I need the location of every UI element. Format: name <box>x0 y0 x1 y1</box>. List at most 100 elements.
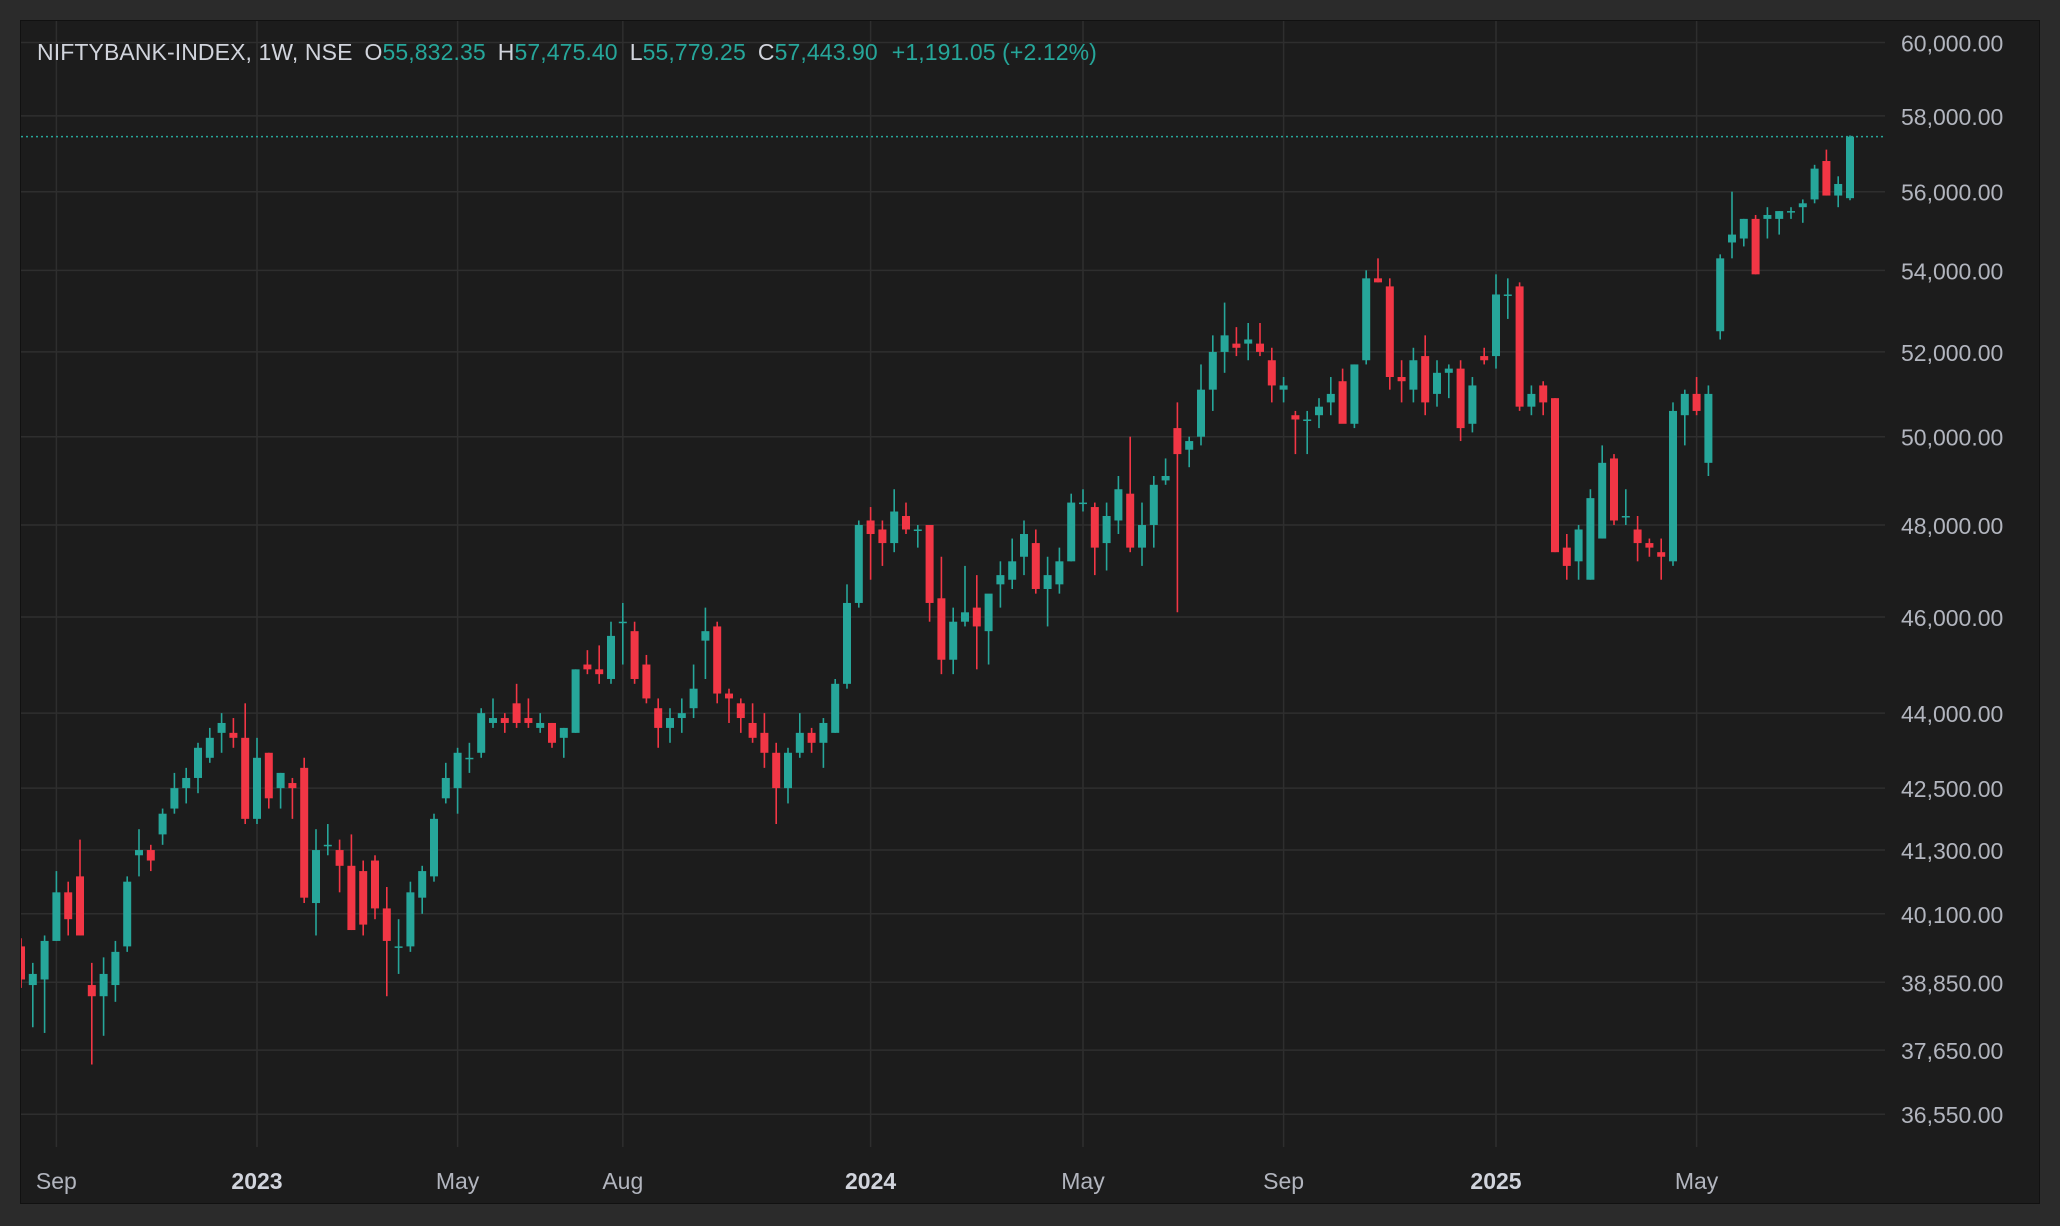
candle <box>500 713 509 733</box>
legend-open-label: O <box>364 39 383 65</box>
candle-body <box>477 713 486 753</box>
candle-body <box>382 908 391 941</box>
candle-body <box>1185 441 1194 450</box>
candle <box>205 727 214 763</box>
price-axis-label: 60,000.00 <box>1901 31 2003 57</box>
candle <box>524 698 533 728</box>
candle-body <box>87 985 96 997</box>
price-axis-label: 42,500.00 <box>1901 776 2003 802</box>
candle-body <box>654 708 663 728</box>
candle-body <box>1397 377 1406 382</box>
candle <box>1256 323 1264 357</box>
candle <box>1197 364 1205 446</box>
candle <box>559 727 568 758</box>
candle-body <box>1468 385 1477 424</box>
candle-body <box>1692 393 1701 411</box>
candle-body <box>1775 211 1784 219</box>
candle-body <box>666 718 674 728</box>
candle-body <box>1680 393 1689 416</box>
candle <box>382 887 391 997</box>
candle-body <box>1716 258 1725 332</box>
candle <box>772 742 781 825</box>
candle-body <box>418 871 427 898</box>
symbol-legend: NIFTYBANK-INDEX, 1W, NSE O55,832.35 H57,47… <box>37 39 1097 66</box>
candle-body <box>194 747 202 778</box>
candle <box>996 561 1005 608</box>
candle <box>158 808 167 845</box>
candle <box>925 524 934 622</box>
candle <box>583 650 592 675</box>
candle-body <box>1315 406 1323 416</box>
candle <box>406 881 415 952</box>
candle-body <box>1669 410 1677 562</box>
candle <box>1409 347 1418 403</box>
candle-body <box>1256 343 1264 352</box>
candle-body <box>618 621 627 624</box>
candle-body <box>1633 529 1642 544</box>
candle <box>1846 135 1854 201</box>
candle <box>595 645 604 684</box>
legend-low-value: 55,779.25 <box>642 39 746 65</box>
candle <box>843 584 851 689</box>
candle <box>1385 278 1394 390</box>
candle <box>1232 327 1241 357</box>
candle <box>949 607 958 675</box>
candlestick-chart[interactable]: 60,000.00 58,000.00 56,000.00 54,000.00 52,0… <box>21 21 2040 1204</box>
candle <box>1138 502 1146 566</box>
candle-body <box>736 703 745 719</box>
candle-body <box>819 722 828 743</box>
candle <box>170 772 179 814</box>
candle <box>1610 454 1618 525</box>
candle <box>760 713 769 768</box>
candle-body <box>1055 561 1064 585</box>
candle <box>1161 458 1170 485</box>
candle <box>984 593 993 665</box>
candle-body <box>1067 502 1076 562</box>
candle <box>725 688 733 723</box>
candle <box>489 698 497 728</box>
candle <box>111 940 120 1002</box>
candle-body <box>1810 168 1819 200</box>
candle-body <box>996 575 1005 585</box>
candle-body <box>430 818 438 877</box>
candle-body <box>241 737 250 819</box>
candle-body <box>1645 543 1654 548</box>
candle-body <box>1326 393 1335 403</box>
candle <box>1055 547 1064 594</box>
candle <box>1102 502 1111 571</box>
candle <box>1527 385 1536 416</box>
candle <box>1539 381 1548 416</box>
candle <box>795 713 804 758</box>
candle-body <box>394 946 403 948</box>
chart-container[interactable]: 60,000.00 58,000.00 56,000.00 54,000.00 52,0… <box>20 20 2040 1204</box>
candle-body <box>1539 385 1548 403</box>
time-axis-label: May <box>436 1168 480 1194</box>
candle <box>1397 360 1406 403</box>
candle-body <box>500 718 509 723</box>
candle <box>194 742 202 794</box>
candle <box>1562 534 1571 580</box>
candle-body <box>1621 515 1630 518</box>
candle <box>677 698 686 733</box>
candle <box>441 762 450 804</box>
candle-body <box>1834 183 1843 196</box>
candle <box>618 602 627 665</box>
candle <box>1303 410 1312 455</box>
candle <box>146 844 155 872</box>
candle-body <box>453 752 462 789</box>
candle-body <box>607 635 615 679</box>
price-axis-label: 41,300.00 <box>1901 838 2003 864</box>
candle <box>1067 493 1076 562</box>
candle-body <box>489 718 497 723</box>
price-axis[interactable]: 60,000.00 58,000.00 56,000.00 54,000.00 52,0… <box>1901 31 2003 1129</box>
candle-body <box>784 752 792 789</box>
candle-body <box>701 631 710 641</box>
candle <box>1433 360 1441 407</box>
time-axis[interactable]: Sep 2023 May Aug 2024 May Sep 2025 May <box>36 1168 1719 1194</box>
candle-body <box>866 520 875 535</box>
candle-body <box>689 688 698 709</box>
candle-body <box>524 718 533 723</box>
candle-body <box>548 722 556 743</box>
candle-body <box>642 664 651 699</box>
candle-body <box>1480 356 1489 361</box>
